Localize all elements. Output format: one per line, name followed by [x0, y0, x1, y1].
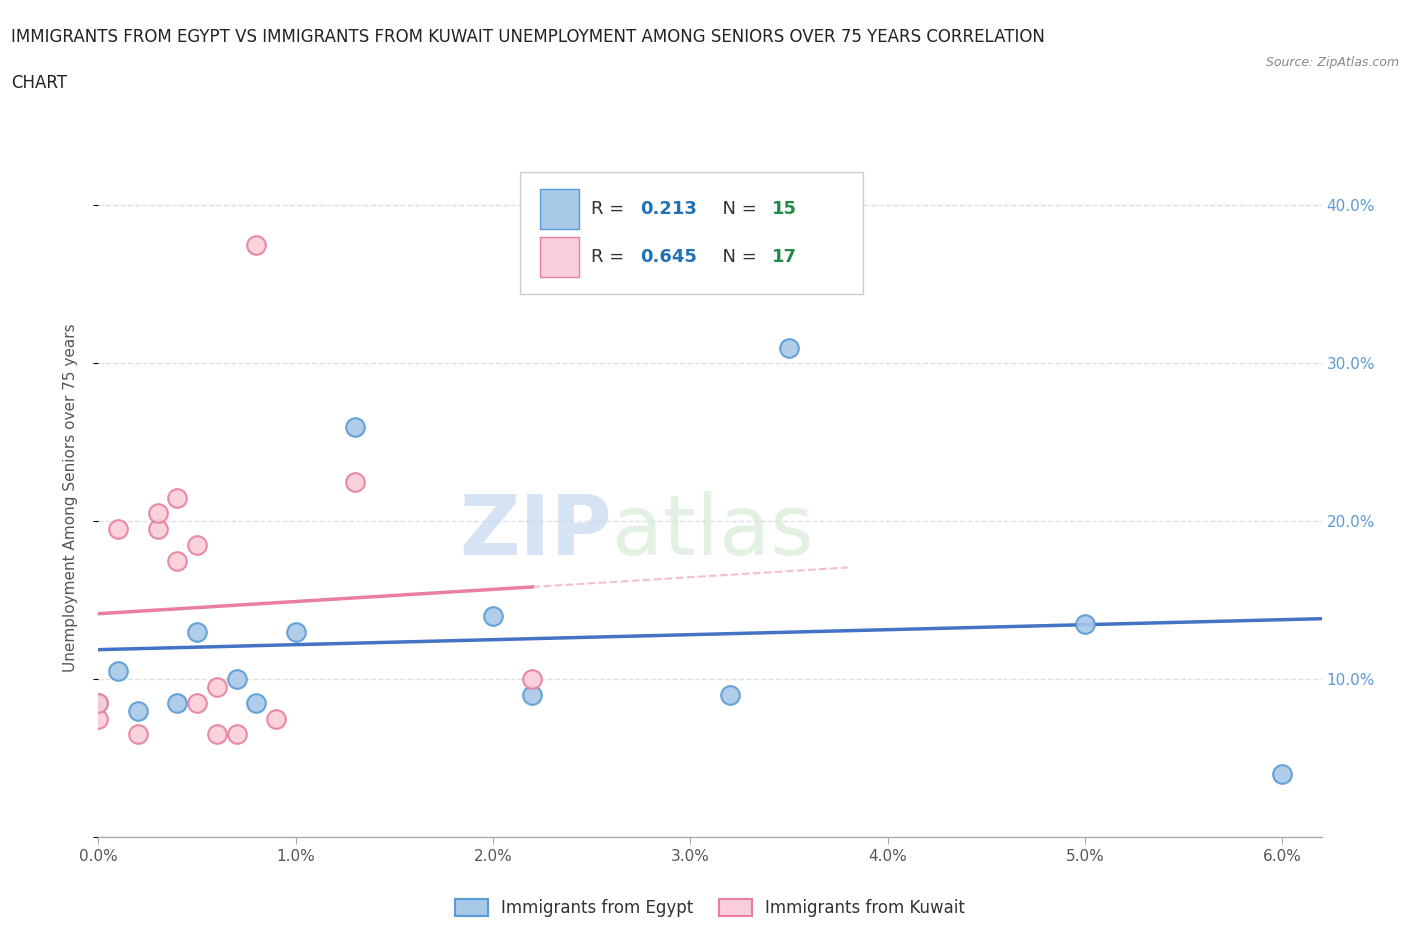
Point [245, 237, 267, 252]
Point [186, 538, 208, 552]
Text: 17: 17 [772, 247, 797, 266]
Point [87, 696, 110, 711]
Point [1271, 766, 1294, 781]
Text: atlas: atlas [612, 491, 814, 572]
Point [1074, 617, 1097, 631]
Text: 15: 15 [772, 200, 797, 218]
Point [778, 340, 800, 355]
Point [186, 624, 208, 639]
Text: N =: N = [711, 200, 762, 218]
Point [718, 687, 741, 702]
Point [482, 608, 505, 623]
Text: CHART: CHART [11, 74, 67, 92]
Point [87, 711, 110, 726]
Point [245, 696, 267, 711]
Text: R =: R = [592, 200, 630, 218]
Point [146, 522, 169, 537]
Point [87, 696, 110, 711]
Point [186, 696, 208, 711]
Point [166, 490, 188, 505]
Point [205, 680, 228, 695]
Point [166, 696, 188, 711]
Text: 0.645: 0.645 [640, 247, 697, 266]
FancyBboxPatch shape [540, 236, 579, 276]
Text: IMMIGRANTS FROM EGYPT VS IMMIGRANTS FROM KUWAIT UNEMPLOYMENT AMONG SENIORS OVER : IMMIGRANTS FROM EGYPT VS IMMIGRANTS FROM… [11, 28, 1045, 46]
Point [343, 474, 366, 489]
Point [107, 522, 129, 537]
Point [127, 703, 149, 718]
Point [343, 419, 366, 434]
Point [284, 624, 307, 639]
Text: ZIP: ZIP [460, 491, 612, 572]
Point [205, 727, 228, 742]
Point [225, 671, 247, 686]
FancyBboxPatch shape [520, 172, 863, 294]
Point [107, 664, 129, 679]
Point [166, 553, 188, 568]
Y-axis label: Unemployment Among Seniors over 75 years: Unemployment Among Seniors over 75 years [63, 324, 77, 671]
FancyBboxPatch shape [540, 189, 579, 229]
Legend: Immigrants from Egypt, Immigrants from Kuwait: Immigrants from Egypt, Immigrants from K… [449, 892, 972, 923]
Point [522, 687, 544, 702]
Text: Source: ZipAtlas.com: Source: ZipAtlas.com [1265, 56, 1399, 69]
Text: R =: R = [592, 247, 630, 266]
Point [146, 506, 169, 521]
Point [225, 727, 247, 742]
Point [264, 711, 287, 726]
Point [522, 671, 544, 686]
Point [127, 727, 149, 742]
Text: N =: N = [711, 247, 762, 266]
Text: 0.213: 0.213 [640, 200, 697, 218]
